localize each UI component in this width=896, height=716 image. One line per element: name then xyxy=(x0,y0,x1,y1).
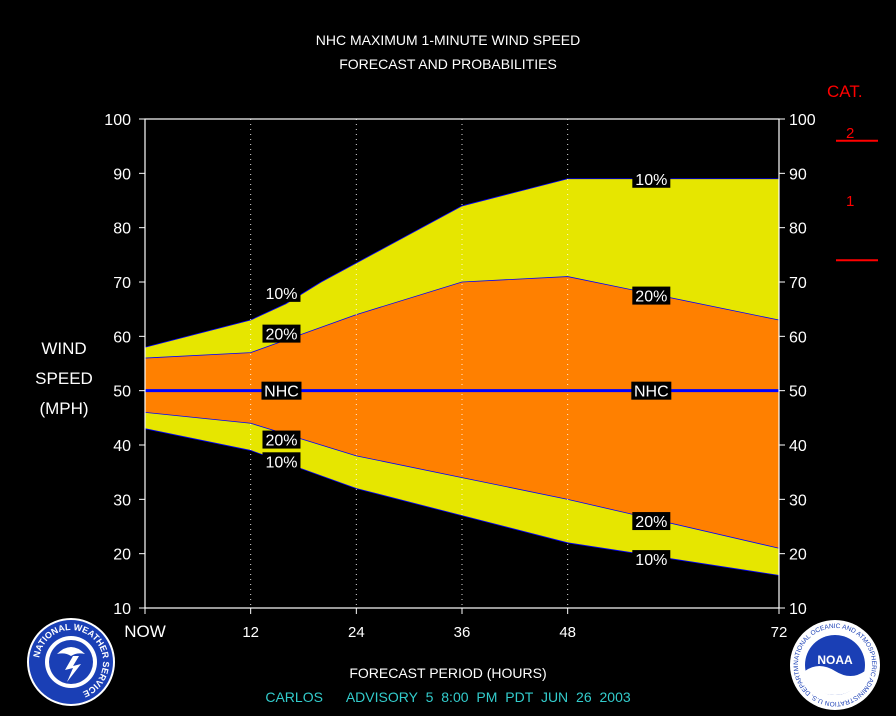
chart-annotation: 10% xyxy=(262,283,301,303)
y-tick-label-right: 100 xyxy=(789,112,816,129)
x-axis-label: FORECAST PERIOD (HOURS) xyxy=(349,665,547,681)
x-tick-label: 24 xyxy=(348,624,365,641)
annotation-label: 10% xyxy=(635,172,667,189)
advisory-number: 5 xyxy=(425,689,434,705)
advisory-time: 8:00 xyxy=(441,689,469,705)
x-tick-label: NOW xyxy=(124,622,166,641)
category-label: 2 xyxy=(846,125,855,142)
chart-annotation: 10% xyxy=(632,550,671,569)
annotation-label: 20% xyxy=(635,289,667,306)
y-tick-label-left: 80 xyxy=(113,221,131,238)
y-tick-label-left: 60 xyxy=(113,329,131,346)
y-tick-label-left: 70 xyxy=(113,275,131,292)
chart-title-line1: NHC MAXIMUM 1-MINUTE WIND SPEED xyxy=(315,32,581,48)
annotation-box xyxy=(262,283,301,302)
y-tick-label-left: 50 xyxy=(113,384,131,401)
chart-annotation: NHC xyxy=(631,381,672,401)
category-label: 1 xyxy=(846,193,855,210)
annotation-box xyxy=(631,381,672,400)
y-tick-label-left: 100 xyxy=(104,112,131,129)
y-axis-label-line: SPEED xyxy=(35,369,93,388)
annotation-box xyxy=(632,286,671,305)
y-tick-label-left: 10 xyxy=(113,601,131,618)
y-axis-label-line: WIND xyxy=(41,339,87,358)
annotation-label: 20% xyxy=(265,433,297,450)
y-tick-label-right: 90 xyxy=(789,166,807,183)
annotation-label: 20% xyxy=(265,327,297,344)
x-tick-label: 48 xyxy=(559,624,576,641)
x-tick-label: 72 xyxy=(771,624,788,641)
chart-annotation: 10% xyxy=(632,169,671,189)
band-20-percent xyxy=(145,276,779,549)
y-tick-label-right: 70 xyxy=(789,275,807,292)
chart-annotation: 20% xyxy=(632,286,671,306)
y-tick-label-right: 60 xyxy=(789,329,807,346)
y-tick-label-right: 10 xyxy=(789,601,807,618)
annotation-box xyxy=(632,169,671,188)
y-tick-label-right: 80 xyxy=(789,221,807,238)
y-tick-label-right: 50 xyxy=(789,384,807,401)
chart-annotation: 20% xyxy=(262,324,301,344)
annotation-box xyxy=(262,452,301,471)
annotation-label: 10% xyxy=(265,454,297,471)
y-axis-label: WIND SPEED (MPH) xyxy=(14,334,114,424)
noaa-center-text: NOAA xyxy=(817,653,853,667)
storm-name: CARLOS xyxy=(265,689,323,705)
advisory-label: ADVISORY xyxy=(345,689,418,705)
annotation-box xyxy=(632,512,671,531)
band-edge-line xyxy=(144,178,779,348)
national-weather-service-logo: NATIONAL WEATHER SERVICE xyxy=(27,618,115,706)
y-tick-label-right: 20 xyxy=(789,547,807,564)
noaa-logo: NOAA NATIONAL OCEANIC AND ATMOSPHERIC AD… xyxy=(789,619,880,710)
band-edge-line xyxy=(144,428,780,576)
annotation-label: NHC xyxy=(634,384,669,401)
chart-annotation: 20% xyxy=(262,430,301,450)
y-axis-label-line: (MPH) xyxy=(39,399,89,418)
y-tick-label-left: 30 xyxy=(113,492,131,509)
annotation-box xyxy=(261,381,302,400)
advisory-date: JUN 26 2003 xyxy=(540,689,631,705)
annotation-box xyxy=(262,324,301,343)
annotation-box xyxy=(262,430,301,449)
x-tick-label: 12 xyxy=(242,624,259,641)
y-tick-label-right: 40 xyxy=(789,438,807,455)
y-tick-label-left: 90 xyxy=(113,166,131,183)
annotation-label: 10% xyxy=(635,552,667,569)
x-tick-label: 36 xyxy=(454,624,471,641)
chart-title-line2: FORECAST AND PROBABILITIES xyxy=(339,56,557,72)
annotation-box xyxy=(632,550,671,569)
advisory-zone: PDT xyxy=(505,689,534,705)
advisory-ampm: PM xyxy=(476,689,498,705)
chart-annotation: 20% xyxy=(632,512,671,531)
annotation-label: NHC xyxy=(264,384,299,401)
y-tick-label-left: 40 xyxy=(113,438,131,455)
band-edge-line xyxy=(144,276,780,359)
chart-annotation: NHC xyxy=(261,381,302,401)
y-tick-label-right: 30 xyxy=(789,492,807,509)
annotation-label: 20% xyxy=(635,514,667,531)
y-tick-label-left: 20 xyxy=(113,547,131,564)
band-edge-line xyxy=(144,412,780,549)
advisory-line: CARLOS ADVISORY 5 8:00 PM PDT JUN 26 200… xyxy=(0,689,896,705)
annotation-label: 10% xyxy=(265,286,297,303)
category-heading: CAT. xyxy=(827,82,863,101)
chart-annotation: 10% xyxy=(262,452,301,471)
